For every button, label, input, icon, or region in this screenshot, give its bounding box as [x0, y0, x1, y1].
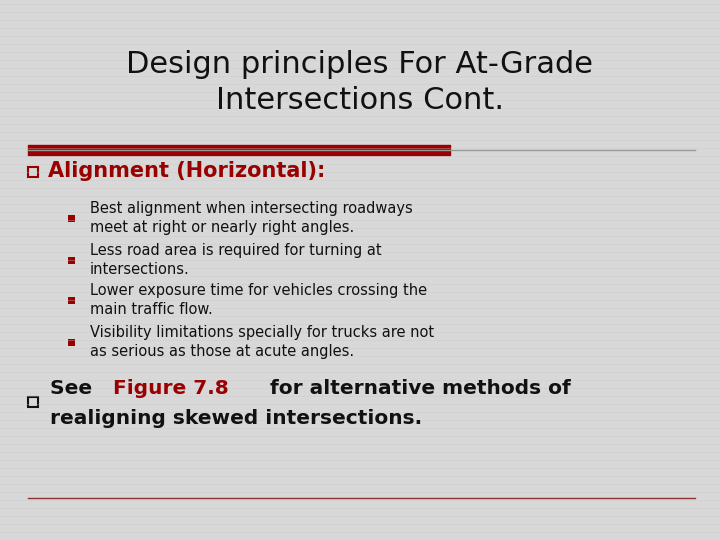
Text: Design principles For At-Grade
Intersections Cont.: Design principles For At-Grade Intersect…: [127, 50, 593, 115]
Text: Figure 7.8: Figure 7.8: [113, 379, 229, 397]
Text: realigning skewed intersections.: realigning skewed intersections.: [50, 408, 422, 428]
Text: Less road area is required for turning at
intersections.: Less road area is required for turning a…: [90, 242, 382, 278]
Text: See: See: [50, 379, 99, 397]
FancyBboxPatch shape: [68, 296, 75, 303]
FancyBboxPatch shape: [28, 167, 38, 177]
Text: Alignment (Horizontal):: Alignment (Horizontal):: [48, 161, 325, 181]
Text: Visibility limitations specially for trucks are not
as serious as those at acute: Visibility limitations specially for tru…: [90, 325, 434, 360]
FancyBboxPatch shape: [68, 214, 75, 221]
FancyBboxPatch shape: [28, 397, 38, 407]
Text: Best alignment when intersecting roadways
meet at right or nearly right angles.: Best alignment when intersecting roadway…: [90, 200, 413, 235]
Text: Lower exposure time for vehicles crossing the
main traffic flow.: Lower exposure time for vehicles crossin…: [90, 282, 427, 318]
FancyBboxPatch shape: [68, 339, 75, 346]
FancyBboxPatch shape: [68, 256, 75, 264]
Text: for alternative methods of: for alternative methods of: [263, 379, 570, 397]
